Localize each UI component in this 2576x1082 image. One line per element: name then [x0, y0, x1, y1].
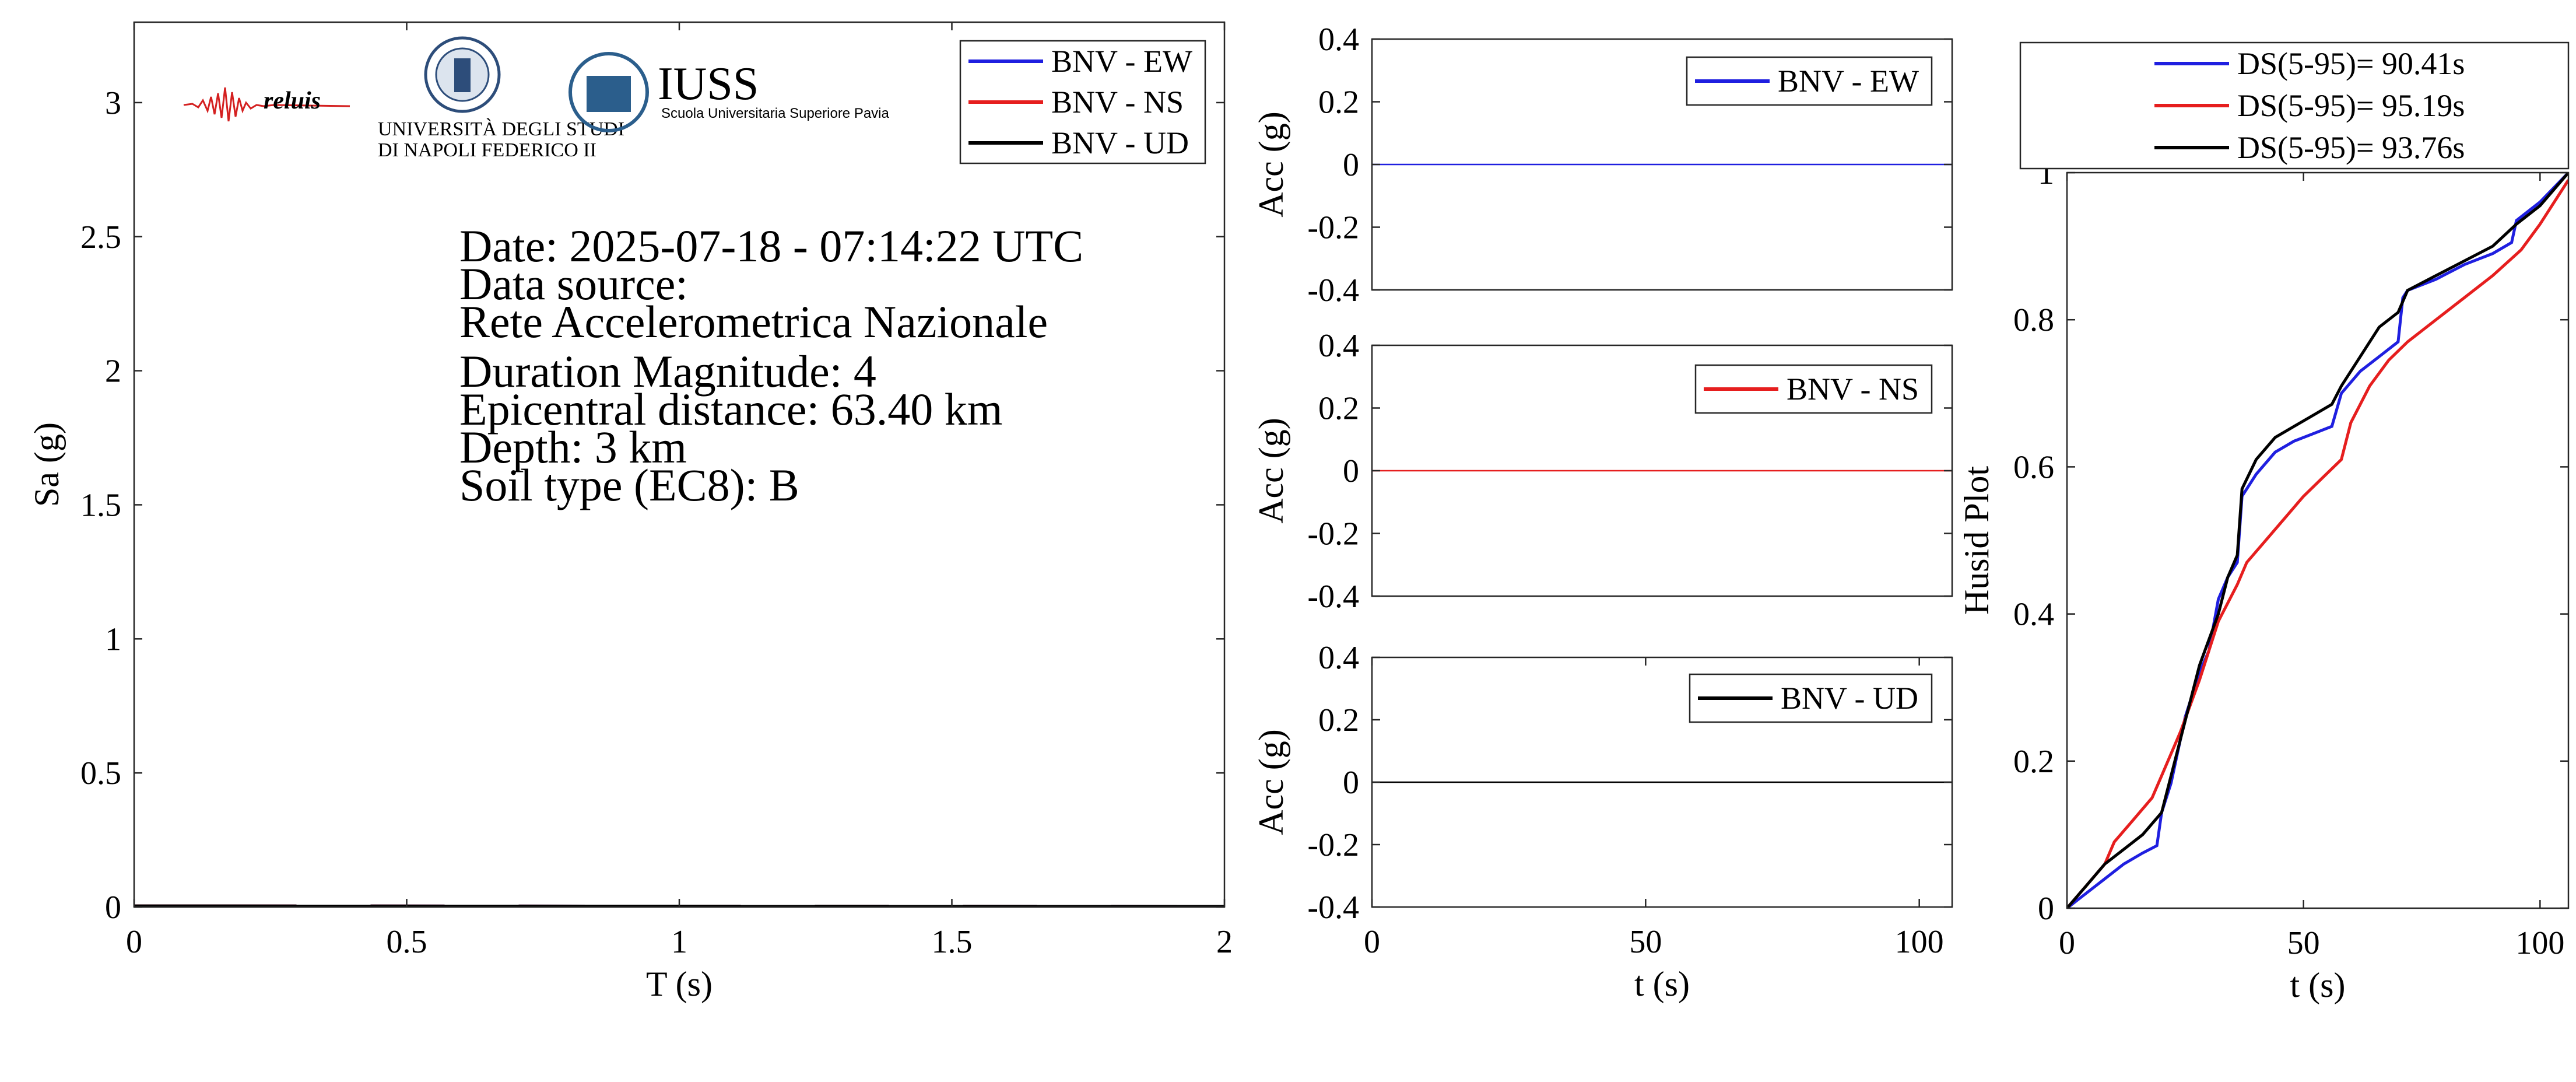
- legend-label-acc-ud-0: BNV - UD: [1781, 681, 1918, 716]
- info-source-name: Rete Accelerometrica Nazionale: [459, 296, 1048, 347]
- ytick-label-spectrum-0: 0: [105, 890, 121, 926]
- legend-label-spectrum-1: BNV - NS: [1051, 85, 1184, 120]
- yaxis-label-acc-ns: Acc (g): [1252, 418, 1290, 524]
- legend-label-spectrum-0: BNV - EW: [1051, 44, 1192, 79]
- xtick-label-spectrum-3: 1.5: [932, 924, 973, 960]
- ytick-label-husid-4: 0.8: [2013, 302, 2054, 338]
- ytick-label-spectrum-5: 2.5: [80, 219, 121, 255]
- ytick-label-husid-0: 0: [2038, 891, 2054, 927]
- unina-seal-icon: [424, 36, 501, 113]
- ytick-label-acc-ud-0: -0.4: [1307, 890, 1359, 926]
- xtick-label-husid-2: 100: [2515, 925, 2564, 961]
- xtick-label-spectrum-1: 0.5: [387, 924, 427, 960]
- series-line-husid-0: [2067, 173, 2568, 908]
- ytick-label-acc-ew-3: 0.2: [1318, 85, 1359, 121]
- reluis-logo: reluis: [183, 87, 350, 122]
- ytick-label-acc-ns-4: 0.4: [1318, 328, 1359, 364]
- info-date: Date: 2025-07-18 - 07:14:22 UTC: [459, 220, 1083, 271]
- ytick-label-acc-ud-1: -0.2: [1307, 827, 1359, 863]
- legend-label-spectrum-2: BNV - UD: [1051, 125, 1189, 160]
- yaxis-label-acc-ud: Acc (g): [1252, 729, 1290, 835]
- ytick-label-acc-ud-3: 0.2: [1318, 702, 1359, 738]
- iuss-emblem-icon: [568, 52, 649, 132]
- ytick-label-husid-2: 0.4: [2013, 597, 2054, 633]
- unina-logo-line2: DI NAPOLI FEDERICO II: [378, 139, 596, 161]
- ytick-label-acc-ns-2: 0: [1343, 453, 1359, 489]
- legend-husid: DS(5-95)= 90.41s DS(5-95)= 95.19s DS(5-95)…: [2019, 41, 2570, 170]
- xtick-label-acc-ud-1: 50: [1629, 924, 1662, 960]
- yaxis-label-husid: Husid Plot: [1957, 466, 1996, 615]
- ytick-label-husid-1: 0.2: [2013, 744, 2054, 780]
- xaxis-label-acc-ud: t (s): [1634, 965, 1690, 1003]
- info-distance: Epicentral distance: 63.40 km: [459, 384, 1002, 435]
- series-line-husid-1: [2067, 179, 2568, 908]
- xtick-label-acc-ud-2: 100: [1895, 924, 1944, 960]
- event-info: Date: 2025-07-18 - 07:14:22 UTC Data sou…: [459, 220, 1083, 510]
- axes-box-husid: [2066, 171, 2570, 909]
- ytick-label-acc-ew-4: 0.4: [1318, 22, 1359, 58]
- ytick-label-spectrum-1: 0.5: [80, 755, 121, 792]
- ytick-label-acc-ew-0: -0.4: [1307, 272, 1359, 309]
- info-depth: Depth: 3 km: [459, 422, 687, 472]
- ytick-label-spectrum-4: 2: [105, 353, 121, 390]
- xtick-label-husid-0: 0: [2059, 925, 2075, 961]
- logos: reluis UNIVERSITÀ DEGLI STUDI DI NAPOLI …: [183, 36, 890, 161]
- chart-acc-ns: -0.4 -0.2 0 0.2 0.4 Acc (g) BNV - NS: [1252, 328, 1953, 615]
- xaxis-label-husid: t (s): [2290, 966, 2346, 1004]
- info-source-label: Data source:: [459, 258, 688, 309]
- ytick-label-acc-ns-3: 0.2: [1318, 391, 1359, 427]
- ytick-label-acc-ns-0: -0.4: [1307, 579, 1359, 615]
- legend-acc-ns: BNV - NS: [1694, 364, 1933, 414]
- xtick-label-spectrum-4: 2: [1216, 924, 1233, 960]
- xtick-label-husid-1: 50: [2287, 925, 2320, 961]
- legend-acc-ud: BNV - UD: [1689, 673, 1933, 723]
- ytick-label-acc-ud-4: 0.4: [1318, 640, 1359, 676]
- xaxis-label-spectrum: T (s): [646, 965, 713, 1003]
- yaxis-label-spectrum: Sa (g): [27, 422, 66, 507]
- chart-acc-ud: -0.4 -0.2 0 0.2 0.4 0 50 100 t (s) Acc (g) BNV - U…: [1252, 640, 1953, 1003]
- ytick-label-spectrum-6: 3: [105, 85, 121, 121]
- ytick-label-acc-ew-1: -0.2: [1307, 210, 1359, 246]
- yaxis-label-acc-ew: Acc (g): [1252, 111, 1290, 218]
- legend-spectrum: BNV - EW BNV - NS BNV - UD: [959, 40, 1206, 164]
- reluis-logo-text: reluis: [264, 87, 321, 114]
- legend-label-husid-2: DS(5-95)= 93.76s: [2237, 130, 2465, 165]
- chart-acc-ew: -0.4 -0.2 0 0.2 0.4 Acc (g) BNV - EW: [1252, 22, 1953, 309]
- reluis-seismogram-icon: [183, 87, 350, 122]
- ytick-label-husid-3: 0.6: [2013, 449, 2054, 485]
- info-magnitude: Duration Magnitude: 4: [459, 346, 876, 397]
- ytick-label-acc-ew-2: 0: [1343, 147, 1359, 183]
- legend-label-husid-0: DS(5-95)= 90.41s: [2237, 46, 2465, 81]
- info-soil: Soil type (EC8): B: [459, 460, 799, 510]
- ytick-label-spectrum-2: 1: [105, 621, 121, 657]
- series-line-husid-2: [2067, 173, 2568, 908]
- ytick-label-acc-ud-2: 0: [1343, 765, 1359, 801]
- unina-logo-line1: UNIVERSITÀ DEGLI STUDI: [378, 118, 624, 140]
- legend-label-husid-1: DS(5-95)= 95.19s: [2237, 88, 2465, 123]
- iuss-logo: IUSS Scuola Universitaria Superiore Pavi…: [568, 52, 890, 132]
- ytick-label-acc-ns-1: -0.2: [1307, 516, 1359, 552]
- xtick-label-spectrum-2: 1: [671, 924, 687, 960]
- unina-seal-figure: [454, 58, 471, 92]
- xtick-label-spectrum-0: 0: [126, 924, 142, 960]
- legend-box-husid: [2019, 41, 2570, 170]
- legend-label-acc-ns-0: BNV - NS: [1787, 372, 1919, 407]
- xtick-label-acc-ud-0: 0: [1364, 924, 1380, 960]
- chart-spectrum: 0 0.5 1 1.5 2 2.5 3 0 0.5 1 1.5 2 T (s) Sa (g) BNV - E…: [27, 21, 1233, 1003]
- legend-label-acc-ew-0: BNV - EW: [1778, 64, 1919, 99]
- legend-acc-ew: BNV - EW: [1686, 56, 1933, 106]
- iuss-logo-title: IUSS: [658, 58, 759, 110]
- iuss-logo-subtitle: Scuola Universitaria Superiore Pavia: [661, 106, 890, 121]
- iuss-emblem-building: [587, 76, 631, 112]
- ytick-label-spectrum-3: 1.5: [80, 487, 121, 523]
